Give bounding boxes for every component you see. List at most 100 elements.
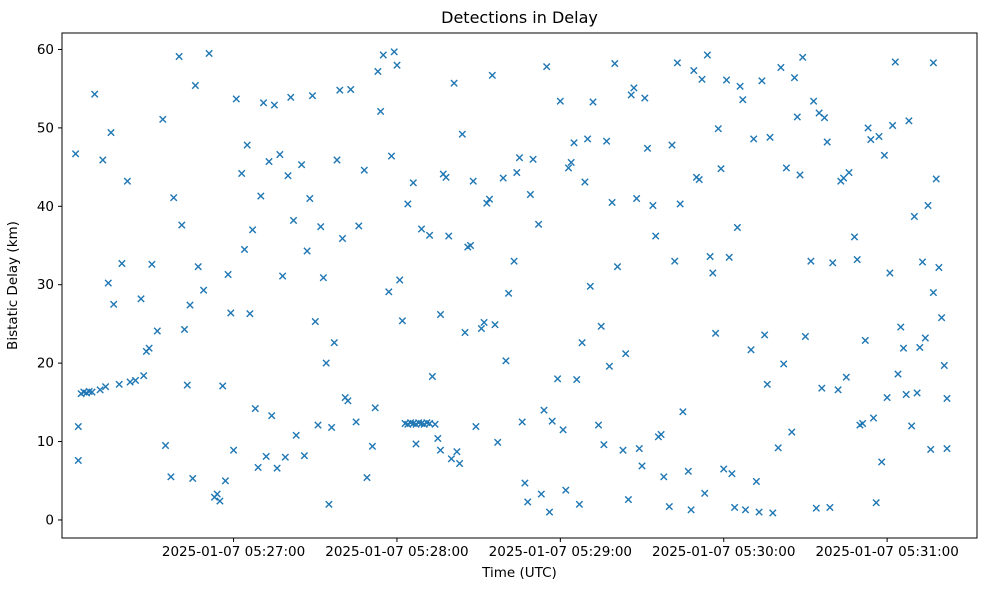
x-tick-label: 2025-01-07 05:27:00 bbox=[162, 544, 305, 560]
data-point bbox=[170, 194, 178, 202]
data-point bbox=[466, 241, 475, 250]
data-point bbox=[227, 309, 235, 317]
data-point bbox=[728, 470, 736, 478]
data-point bbox=[455, 459, 464, 468]
data-point bbox=[703, 51, 712, 59]
data-point bbox=[257, 192, 265, 200]
data-point bbox=[319, 274, 328, 282]
data-point bbox=[586, 282, 594, 290]
data-point bbox=[104, 279, 112, 287]
data-point bbox=[289, 216, 298, 225]
data-point bbox=[314, 421, 322, 429]
data-point bbox=[107, 128, 115, 137]
data-point bbox=[491, 321, 499, 329]
data-point bbox=[570, 139, 578, 147]
data-point bbox=[499, 174, 507, 182]
data-point bbox=[521, 479, 529, 487]
data-point bbox=[834, 386, 842, 394]
data-point bbox=[344, 397, 352, 405]
data-point bbox=[502, 357, 510, 365]
data-point bbox=[317, 223, 325, 231]
data-point bbox=[910, 212, 919, 221]
data-point bbox=[624, 495, 633, 504]
data-point bbox=[205, 49, 213, 58]
data-point bbox=[679, 408, 687, 416]
data-point bbox=[790, 74, 799, 82]
data-point bbox=[292, 431, 300, 439]
data-point bbox=[434, 434, 442, 443]
data-point bbox=[701, 489, 709, 497]
data-point bbox=[567, 158, 575, 167]
data-point bbox=[221, 477, 230, 485]
data-point bbox=[159, 115, 167, 123]
data-point bbox=[809, 97, 818, 105]
data-point bbox=[869, 414, 878, 422]
data-point bbox=[409, 179, 417, 187]
data-point bbox=[442, 173, 450, 181]
data-point bbox=[259, 99, 268, 107]
data-point bbox=[145, 344, 153, 352]
data-point bbox=[268, 412, 276, 420]
data-point bbox=[327, 423, 336, 432]
data-point bbox=[888, 121, 897, 130]
data-point bbox=[537, 490, 545, 498]
data-point bbox=[673, 59, 682, 67]
data-point bbox=[671, 257, 679, 265]
data-point bbox=[907, 422, 916, 430]
data-point bbox=[189, 474, 197, 483]
data-point bbox=[488, 71, 496, 79]
data-point bbox=[706, 252, 714, 261]
data-point bbox=[916, 343, 924, 352]
data-points bbox=[71, 48, 951, 517]
data-point bbox=[240, 245, 249, 254]
data-point bbox=[733, 223, 742, 232]
data-point bbox=[297, 161, 306, 169]
data-point bbox=[929, 59, 938, 67]
data-point bbox=[782, 164, 791, 172]
data-point bbox=[690, 66, 698, 75]
data-point bbox=[140, 372, 148, 380]
data-point bbox=[387, 152, 396, 160]
data-point bbox=[902, 390, 910, 399]
data-point bbox=[935, 263, 943, 272]
data-point bbox=[747, 346, 755, 354]
data-point bbox=[589, 98, 597, 106]
data-point bbox=[556, 97, 564, 105]
data-point bbox=[428, 372, 437, 381]
y-tick-label: 20 bbox=[37, 356, 54, 372]
data-point bbox=[175, 52, 183, 61]
data-point bbox=[676, 200, 684, 208]
data-point bbox=[878, 458, 886, 466]
data-point bbox=[524, 498, 532, 506]
data-point bbox=[393, 61, 401, 69]
data-point bbox=[714, 125, 722, 133]
data-point bbox=[829, 259, 837, 267]
data-point bbox=[883, 393, 891, 402]
data-point bbox=[229, 446, 238, 454]
data-point bbox=[148, 260, 156, 268]
data-point bbox=[178, 221, 186, 229]
data-point bbox=[417, 225, 426, 233]
data-point bbox=[788, 428, 796, 436]
data-point bbox=[379, 51, 387, 59]
data-point bbox=[238, 169, 246, 178]
data-point bbox=[619, 446, 627, 454]
data-point bbox=[632, 194, 641, 203]
x-tick-label: 2025-01-07 05:30:00 bbox=[652, 544, 795, 560]
data-point bbox=[739, 96, 747, 104]
data-point bbox=[216, 497, 224, 505]
data-point bbox=[760, 331, 769, 339]
data-point bbox=[436, 310, 445, 319]
data-point bbox=[695, 175, 703, 184]
data-point bbox=[338, 234, 347, 243]
data-point bbox=[167, 473, 175, 481]
data-point bbox=[627, 91, 635, 99]
data-point bbox=[605, 362, 614, 370]
data-point bbox=[287, 93, 295, 101]
data-point bbox=[161, 441, 170, 450]
data-point bbox=[864, 124, 872, 132]
data-point bbox=[518, 418, 526, 426]
y-tick-label: 60 bbox=[37, 42, 54, 58]
data-point bbox=[927, 445, 935, 454]
